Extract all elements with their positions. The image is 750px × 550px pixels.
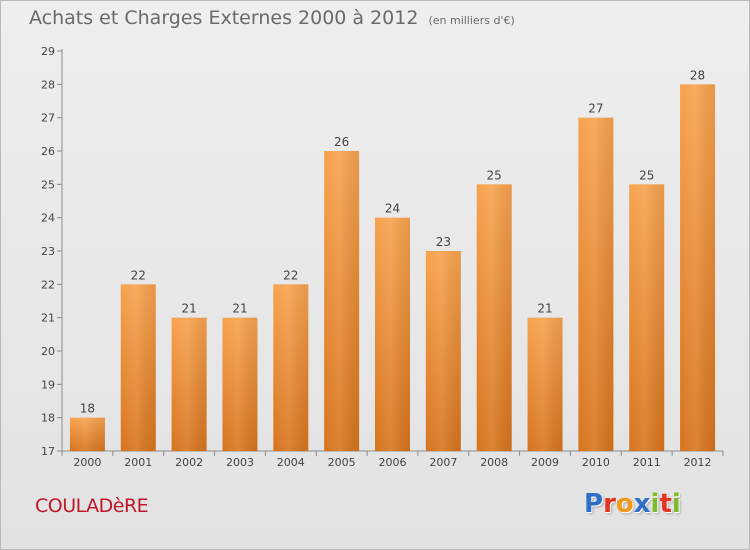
y-tick-label: 20 xyxy=(41,345,55,358)
x-tick-label: 2005 xyxy=(328,456,356,469)
logo-letter: P xyxy=(584,489,604,519)
x-tick-label: 2008 xyxy=(480,456,508,469)
bar-sheen xyxy=(680,84,716,451)
bar-sheen xyxy=(171,317,207,451)
y-tick-label: 18 xyxy=(41,412,55,425)
bar-value-label: 28 xyxy=(690,68,705,82)
y-tick-label: 29 xyxy=(41,45,55,58)
x-tick-label: 2001 xyxy=(124,456,152,469)
y-tick-label: 25 xyxy=(41,178,55,191)
bar-sheen xyxy=(375,217,410,451)
x-tick-label: 2007 xyxy=(429,456,457,469)
x-tick-label: 2010 xyxy=(582,456,610,469)
bar-sheen xyxy=(578,117,614,452)
x-tick-label: 2009 xyxy=(531,456,559,469)
y-tick-label: 22 xyxy=(41,278,55,291)
logo-letter: r xyxy=(603,489,616,519)
x-tick-label: 2011 xyxy=(633,456,661,469)
logo-letter: x xyxy=(633,489,651,519)
bar-sheen xyxy=(527,317,563,451)
bar-sheen xyxy=(476,184,512,452)
y-tick-label: 24 xyxy=(41,212,55,225)
x-tick-label: 2006 xyxy=(379,456,407,469)
y-tick-label: 28 xyxy=(41,78,55,91)
bar-value-label: 18 xyxy=(80,402,95,416)
bar-value-label: 22 xyxy=(131,268,146,282)
x-tick-label: 2002 xyxy=(175,456,203,469)
chart-title: Achats et Charges Externes 2000 à 2012 (e… xyxy=(29,7,515,29)
bar-value-label: 22 xyxy=(283,268,298,282)
bar-value-label: 21 xyxy=(232,302,247,316)
bar-value-label: 25 xyxy=(487,168,502,182)
y-tick-label: 19 xyxy=(41,378,55,391)
logo-letter: i xyxy=(671,489,681,519)
bar-sheen xyxy=(120,284,156,451)
bar-value-label: 21 xyxy=(181,302,196,316)
y-tick-label: 27 xyxy=(41,112,55,125)
unit-text: (en milliers d'€) xyxy=(428,14,515,27)
bar-sheen xyxy=(425,251,461,451)
y-axis: 17 18 19 20 21 22 23 24 25 26 27 28 29 xyxy=(41,45,63,458)
bar-value-label: 21 xyxy=(537,302,552,316)
y-tick-label: 23 xyxy=(41,245,55,258)
bar-sheen xyxy=(222,317,258,451)
proxiti-logo: Proxiti xyxy=(584,489,681,519)
x-tick-label: 2004 xyxy=(277,456,305,469)
x-axis: 2000 2001 2002 2003 2004 2005 2006 2007 2008 2009… xyxy=(61,450,724,469)
x-tick-label: 2000 xyxy=(73,456,101,469)
bar-value-label: 26 xyxy=(334,135,349,149)
bar-sheen xyxy=(69,417,105,451)
bar-sheen xyxy=(273,284,309,451)
y-tick-label: 26 xyxy=(41,145,55,158)
bar-value-label: 25 xyxy=(639,168,654,182)
bar-value-label: 24 xyxy=(385,202,400,216)
bar-sheen xyxy=(324,151,360,451)
logo-letter: i xyxy=(650,489,660,519)
bar-value-label: 27 xyxy=(588,102,603,116)
y-tick-label: 21 xyxy=(41,312,55,325)
commune-name: COULADèRE xyxy=(35,495,149,517)
logo-letter: t xyxy=(659,489,672,519)
y-tick-label: 17 xyxy=(41,445,55,458)
bars: 18 22 21 21 22 26 24 23 25 21 27 25 28 xyxy=(69,68,716,452)
title-text: Achats et Charges Externes 2000 à 2012 xyxy=(29,7,419,29)
bar-sheen xyxy=(629,184,665,452)
logo-letter: o xyxy=(615,489,634,519)
bar-value-label: 23 xyxy=(436,235,451,249)
x-tick-label: 2012 xyxy=(684,456,712,469)
x-tick-label: 2003 xyxy=(226,456,254,469)
